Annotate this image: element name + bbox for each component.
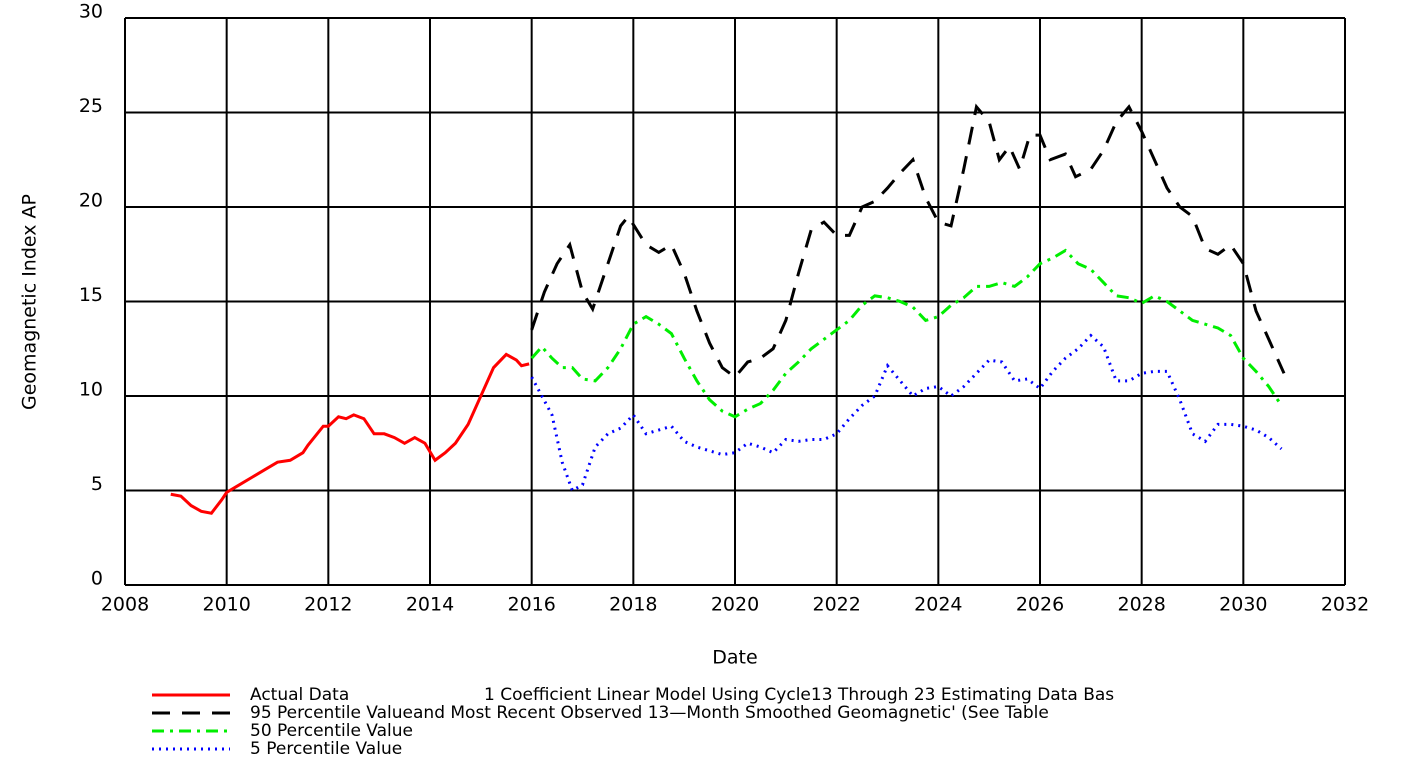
series-line: [530, 248, 1283, 419]
x-tick-label: 2024: [914, 594, 962, 616]
legend-label: Actual Data: [250, 685, 349, 705]
y-axis-label: Geomagnetic Index AP: [19, 194, 41, 410]
y-tick-label: 5: [91, 473, 103, 495]
series-line: [530, 103, 1286, 380]
series-line: [170, 352, 530, 515]
y-tick-label: 15: [79, 284, 103, 306]
x-tick-label: 2020: [711, 594, 759, 616]
x-tick-label: 2012: [304, 594, 352, 616]
x-tick-label: 2026: [1016, 594, 1064, 616]
legend-label: 5 Percentile Value: [250, 739, 402, 759]
y-tick-label: 20: [79, 190, 103, 212]
x-tick-label: 2028: [1117, 594, 1165, 616]
annotation: 1 Coefficient Linear Model Using Cycle13…: [484, 685, 1114, 705]
y-tick-label: 30: [79, 1, 103, 23]
x-tick-label: 2008: [101, 594, 149, 616]
y-tick-label: 25: [79, 95, 103, 117]
x-tick-label: 2010: [202, 594, 250, 616]
legend-label: 95 Percentile Value: [250, 703, 413, 723]
series-line: [530, 333, 1283, 493]
x-tick-label: 2032: [1321, 594, 1369, 616]
y-tick-label: 0: [91, 568, 103, 590]
x-tick-label: 2022: [812, 594, 860, 616]
annotation: and Most Recent Observed 13—Month Smooth…: [413, 703, 1049, 723]
legend-label: 50 Percentile Value: [250, 721, 413, 741]
x-axis-label: Date: [712, 647, 757, 669]
x-tick-label: 2030: [1219, 594, 1267, 616]
y-tick-label: 10: [79, 379, 103, 401]
x-tick-label: 2014: [406, 594, 454, 616]
x-tick-label: 2016: [507, 594, 555, 616]
x-tick-label: 2018: [609, 594, 657, 616]
